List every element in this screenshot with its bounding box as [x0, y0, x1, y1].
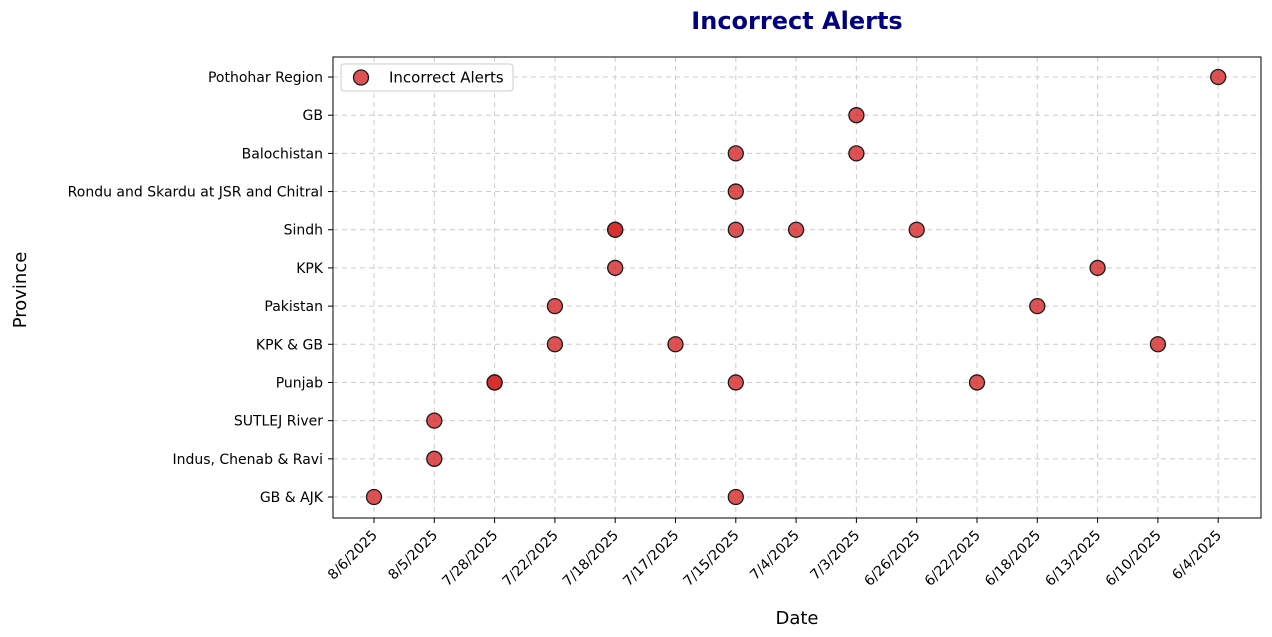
y-tick-label: Sindh — [284, 223, 323, 239]
plot-area-frame — [332, 56, 1262, 519]
x-tick-label: 6/22/2025 — [922, 528, 984, 590]
data-point — [908, 221, 925, 238]
legend-frame — [340, 63, 514, 92]
data-point — [848, 107, 865, 124]
y-tick-label: KPK — [296, 261, 324, 277]
x-tick-label: 8/6/2025 — [325, 528, 381, 584]
data-point — [1210, 68, 1227, 86]
grid — [333, 57, 1261, 518]
y-tick-label: KPK & GB — [256, 337, 323, 353]
x-tick-label: 7/18/2025 — [560, 528, 622, 590]
x-tick-label: 7/22/2025 — [500, 528, 562, 590]
x-tick-label: 7/28/2025 — [439, 528, 501, 590]
y-tick-label: Punjab — [276, 375, 323, 391]
x-tick-label: 7/4/2025 — [747, 528, 803, 584]
x-tick-label: 6/18/2025 — [982, 528, 1044, 590]
data-point — [727, 145, 744, 162]
x-tick-label: 7/17/2025 — [620, 528, 682, 590]
data-point — [426, 412, 443, 429]
x-tick-label: 7/15/2025 — [681, 528, 743, 590]
data-point — [848, 145, 865, 162]
y-tick-label: Pakistan — [264, 299, 323, 315]
y-tick-label: Pothohar Region — [208, 70, 323, 86]
x-tick-label: 6/26/2025 — [861, 528, 923, 590]
chart-title: Incorrect Alerts — [691, 7, 902, 35]
y-tick-label: Rondu and Skardu at JSR and Chitral — [68, 185, 323, 201]
data-point — [1029, 297, 1046, 315]
data-point — [727, 183, 744, 200]
data-point — [968, 374, 986, 391]
data-point — [667, 336, 684, 353]
data-point — [1089, 259, 1106, 277]
data-points — [365, 68, 1227, 506]
data-point — [727, 374, 744, 391]
x-tick-label: 8/5/2025 — [385, 528, 441, 584]
x-axis-ticks: 8/6/2025 8/5/20257/28/20257/22/20257/18/2… — [325, 518, 1225, 590]
x-tick-label: 6/4/2025 — [1169, 528, 1225, 584]
y-axis-title: Province — [10, 252, 31, 329]
y-axis-ticks: GB & AJK Indus, Chenab & Ravi SUTLEJ River… — [68, 70, 333, 506]
legend-marker — [352, 69, 370, 86]
x-tick-label: 7/3/2025 — [807, 528, 863, 584]
data-point — [787, 221, 805, 238]
data-point — [1149, 336, 1167, 353]
x-axis-title: Date — [775, 608, 818, 629]
legend-label: Incorrect Alerts — [389, 69, 504, 87]
x-tick-label: 6/10/2025 — [1103, 528, 1165, 590]
y-tick-label: Balochistan — [242, 146, 323, 162]
data-point — [365, 488, 383, 506]
data-point — [607, 259, 624, 277]
y-tick-label: SUTLEJ River — [234, 414, 323, 430]
data-point — [546, 297, 564, 315]
data-point — [727, 221, 744, 238]
y-tick-label: GB — [303, 108, 323, 124]
data-point — [727, 488, 744, 506]
x-tick-label: 6/13/2025 — [1042, 528, 1104, 590]
y-tick-label: Indus, Chenab & Ravi — [172, 452, 323, 468]
data-point — [486, 374, 503, 391]
data-point — [607, 221, 624, 238]
legend: Incorrect Alerts — [340, 63, 514, 92]
data-point — [426, 450, 443, 467]
data-point — [546, 336, 564, 353]
y-tick-label: GB & AJK — [260, 490, 324, 506]
